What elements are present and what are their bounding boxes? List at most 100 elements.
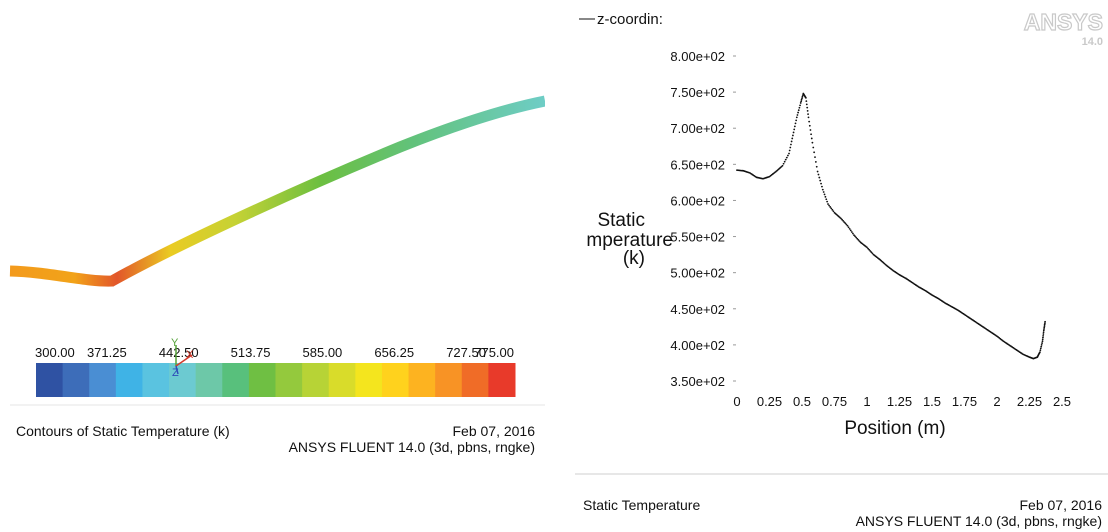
data-point [868, 248, 871, 251]
data-point [1043, 325, 1046, 328]
colorbar-cell [195, 363, 223, 397]
data-point [793, 128, 796, 131]
data-point [808, 120, 811, 123]
data-point [789, 146, 792, 149]
data-point [812, 146, 815, 149]
data-point [790, 143, 792, 146]
data-point [847, 226, 850, 229]
data-point [1042, 333, 1045, 335]
colorbar-cell [275, 363, 303, 397]
colorbar-cell [62, 363, 90, 397]
x-tick-label: 1.5 [923, 394, 941, 409]
data-point [827, 203, 829, 205]
colorbar-cell [435, 363, 463, 397]
y-tick-label: 6.00e+02 [670, 193, 725, 208]
data-point [806, 106, 809, 109]
plot-series [736, 92, 1046, 360]
data-point [843, 221, 846, 224]
data-point [1042, 331, 1045, 334]
xy-plot[interactable]: z-coordin: ANSYS 14.0 Static mperature (… [575, 0, 1108, 532]
data-point [787, 154, 789, 157]
logo-text: ANSYS [1024, 9, 1103, 35]
data-point [858, 240, 861, 243]
colorbar-cell [328, 363, 356, 397]
colorbar-cell [302, 363, 330, 397]
y-tick-label: 4.50e+02 [670, 302, 725, 317]
x-tick-label: 1 [863, 394, 870, 409]
data-point [1043, 322, 1046, 325]
colorbar-cell [488, 363, 516, 397]
data-point [813, 151, 816, 154]
x-axis-label: Position (m) [844, 418, 945, 439]
y-tick-label: 7.50e+02 [670, 85, 725, 100]
x-tick-label: 1.75 [952, 394, 977, 409]
logo-version: 14.0 [1082, 36, 1103, 48]
data-point [1044, 320, 1046, 323]
data-point [800, 98, 803, 101]
data-point [801, 97, 803, 100]
colorbar-cell [169, 363, 197, 397]
colorbar-tick-label: 300.00 [35, 345, 75, 360]
data-point [810, 137, 813, 140]
contour-date: Feb 07, 2016 [452, 423, 535, 439]
colorbar-cell [381, 363, 410, 397]
data-point [842, 220, 845, 222]
x-axis-ticks: 0 0.25 0.5 0.75 1 1.25 1.5 1.75 2 2.25 2.5 [733, 394, 1071, 409]
data-point [1042, 329, 1045, 332]
data-point [826, 200, 829, 203]
x-tick-label: 0.75 [822, 394, 847, 409]
contour-panel: 300.00 371.25 442.50 513.75 585.00 656.25 727.… [0, 0, 545, 532]
data-point [848, 227, 851, 230]
colorbar-cell [142, 363, 170, 397]
data-point [795, 116, 798, 119]
colorbar-cell [222, 363, 250, 397]
y-axis-label: Static mperature (k) [586, 210, 673, 269]
data-point [807, 116, 810, 119]
data-point [1043, 323, 1046, 326]
colorbar-cell [36, 363, 64, 397]
data-point [832, 210, 835, 213]
plot-title: Static Temperature [583, 497, 701, 513]
data-point [793, 125, 796, 128]
data-point [829, 206, 832, 208]
data-point [1039, 351, 1041, 354]
data-point [792, 134, 794, 137]
data-point [816, 170, 819, 173]
pipe-contour [9, 95, 545, 287]
y-tick-label: 7.00e+02 [670, 121, 725, 136]
contour-viewport[interactable]: 300.00 371.25 442.50 513.75 585.00 656.25 727.… [0, 0, 545, 532]
y-tick-label: 5.50e+02 [670, 230, 725, 245]
data-point [825, 198, 828, 201]
colorbar-tick-label: 775.00 [474, 345, 514, 360]
data-point [817, 173, 820, 176]
data-point [784, 158, 787, 161]
data-point [820, 182, 822, 185]
data-point [867, 247, 869, 250]
data-point [788, 152, 790, 155]
data-point [795, 119, 798, 122]
data-point [852, 232, 854, 235]
y-tick-label: 8.00e+02 [670, 49, 725, 64]
data-point [828, 204, 830, 207]
axis-z-label: Z [172, 367, 179, 379]
data-point [1041, 340, 1044, 343]
data-point [1043, 328, 1045, 330]
data-point [821, 185, 823, 188]
colorbar-tick-label: 727.50 [446, 345, 486, 360]
data-point [824, 195, 827, 198]
data-point [815, 165, 818, 168]
x-tick-label: 2.25 [1017, 394, 1042, 409]
data-point [797, 109, 800, 112]
data-point [840, 217, 842, 220]
colorbar-cell [355, 363, 383, 397]
plot-date: Feb 07, 2016 [1019, 497, 1102, 513]
data-point [1042, 334, 1045, 337]
y-tick-label: 3.50e+02 [670, 374, 725, 389]
data-point [846, 224, 849, 227]
data-point [792, 131, 795, 134]
data-point [857, 239, 860, 241]
data-point [805, 103, 808, 106]
data-point [782, 162, 785, 165]
legend-entry: z-coordin: [597, 11, 663, 28]
data-point [805, 100, 808, 103]
